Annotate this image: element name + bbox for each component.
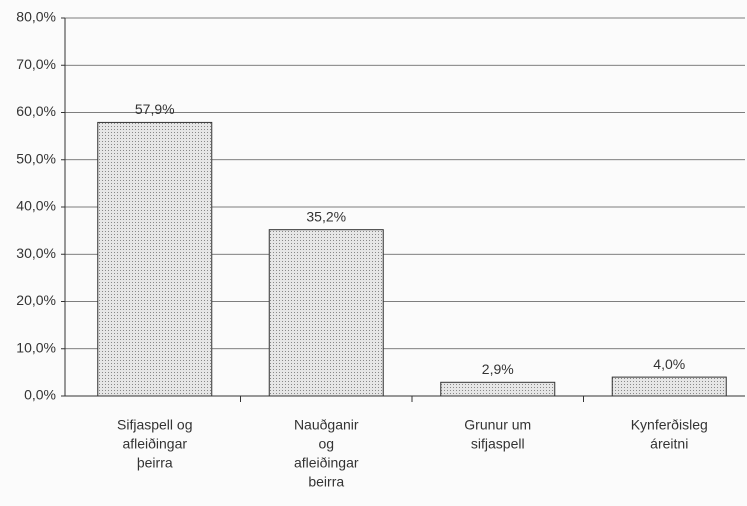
y-tick-label: 40,0% <box>16 198 56 214</box>
x-tick-label: og <box>318 436 334 452</box>
value-label: 2,9% <box>482 361 514 377</box>
y-tick-label: 50,0% <box>16 150 56 166</box>
bar <box>611 376 727 397</box>
x-tick-label: áreitni <box>650 436 688 452</box>
value-label: 4,0% <box>653 356 685 372</box>
x-tick-label: Nauðganir <box>294 417 359 433</box>
x-tick-label: afleiðingar <box>294 455 359 471</box>
y-tick-label: 30,0% <box>16 245 56 261</box>
x-tick-label: Sifjaspell og <box>117 417 193 433</box>
value-label: 35,2% <box>306 208 346 224</box>
bar <box>440 381 556 397</box>
x-tick-label: Grunur um <box>464 417 531 433</box>
bar <box>97 121 213 397</box>
x-tick-label: sifjaspell <box>471 436 525 452</box>
x-tick-label: beirra <box>308 474 344 490</box>
x-tick-label: Kynferðisleg <box>631 417 708 433</box>
x-tick-label: þeirra <box>137 455 173 471</box>
y-tick-label: 20,0% <box>16 292 56 308</box>
y-tick-label: 60,0% <box>16 103 56 119</box>
x-tick-label: afleiðingar <box>122 436 187 452</box>
y-tick-label: 80,0% <box>16 9 56 25</box>
y-tick-label: 0,0% <box>24 387 56 403</box>
value-label: 57,9% <box>135 101 175 117</box>
bar <box>268 229 384 397</box>
y-tick-label: 70,0% <box>16 56 56 72</box>
y-tick-label: 10,0% <box>16 339 56 355</box>
